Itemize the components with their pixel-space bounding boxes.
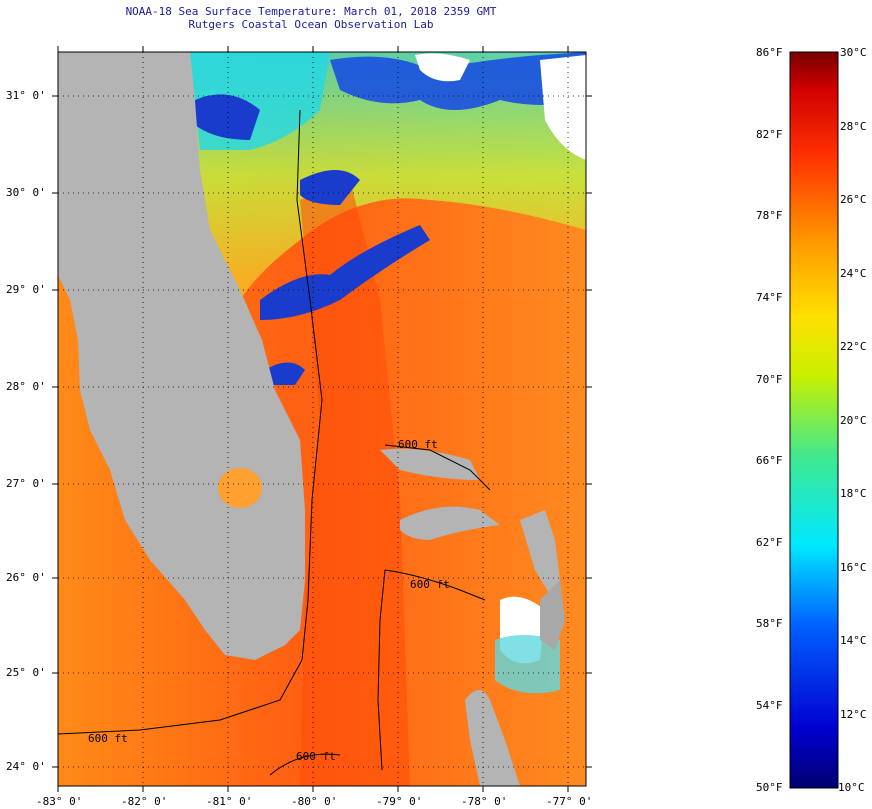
lon-label: -83° 0' [36, 795, 83, 808]
colorbar-f-label: 62°F [756, 536, 783, 549]
cold-patch [300, 170, 360, 205]
map-title: NOAA-18 Sea Surface Temperature: March 0… [125, 5, 497, 18]
cold-patch [195, 94, 260, 140]
colorbar-f-label: 74°F [756, 291, 783, 304]
colorbar-c-label: 26°C [840, 193, 867, 206]
lat-label: 26° 0' [6, 571, 46, 584]
lon-label: -81° 0' [206, 795, 253, 808]
colorbar-c-label: 12°C [840, 708, 867, 721]
colorbar-c-label: 16°C [840, 561, 867, 574]
lat-label: 31° 0' [6, 89, 46, 102]
cloud [415, 53, 470, 82]
axis-ticks [52, 46, 592, 792]
isobath-line [384, 569, 486, 601]
island [520, 510, 560, 595]
cool-patch [495, 635, 560, 694]
island [380, 448, 480, 480]
cloud [540, 55, 586, 160]
isobath-label: 600 ft [296, 750, 336, 763]
lake-okeechobee [218, 468, 262, 508]
colorbar-f-label: 50°F [756, 781, 783, 794]
cold-patch [260, 225, 430, 320]
cold-patch [265, 362, 305, 385]
colorbar-c-label: 18°C [840, 487, 867, 500]
isobath-label: 600 ft [398, 438, 438, 451]
colorbar-f-label: 82°F [756, 128, 783, 141]
lat-label: 27° 0' [6, 477, 46, 490]
lon-label: -80° 0' [291, 795, 338, 808]
lat-label: 30° 0' [6, 186, 46, 199]
colorbar-c-label: 14°C [840, 634, 867, 647]
island [540, 580, 565, 650]
colorbar-c-label: 22°C [840, 340, 867, 353]
lon-label: -78° 0' [461, 795, 508, 808]
colorbar-c-label: 10°C [838, 781, 865, 794]
colorbar-f-label: 78°F [756, 209, 783, 222]
lon-label: -79° 0' [376, 795, 423, 808]
graticule [58, 52, 586, 786]
colorbar-c-label: 20°C [840, 414, 867, 427]
colorbar-f-label: 54°F [756, 699, 783, 712]
lat-label: 28° 0' [6, 380, 46, 393]
gulf-stream [300, 180, 410, 786]
island [465, 690, 520, 786]
island [400, 506, 500, 540]
isobath-line [58, 109, 323, 735]
colorbar-c-label: 28°C [840, 120, 867, 133]
lon-label: -82° 0' [121, 795, 168, 808]
colorbar-c-label: 30°C [840, 46, 867, 59]
isobath-line [384, 444, 491, 491]
colorbar-c-label: 24°C [840, 267, 867, 280]
isobath-line [377, 569, 386, 771]
isobath-label: 600 ft [88, 732, 128, 745]
map-frame [57, 51, 587, 787]
colorbar-f-label: 58°F [756, 617, 783, 630]
colorbar-f-label: 86°F [756, 46, 783, 59]
lat-label: 24° 0' [6, 760, 46, 773]
colorbar [789, 51, 839, 789]
lon-label: -77° 0' [546, 795, 593, 808]
colorbar-f-label: 66°F [756, 454, 783, 467]
lat-label: 25° 0' [6, 666, 46, 679]
land-florida [58, 52, 305, 660]
lat-label: 29° 0' [6, 283, 46, 296]
isobath-line [269, 753, 341, 776]
colorbar-f-label: 70°F [756, 373, 783, 386]
map-subtitle: Rutgers Coastal Ocean Observation Lab [188, 18, 434, 31]
isobath-label: 600 ft [410, 578, 450, 591]
cold-patch [330, 52, 586, 110]
